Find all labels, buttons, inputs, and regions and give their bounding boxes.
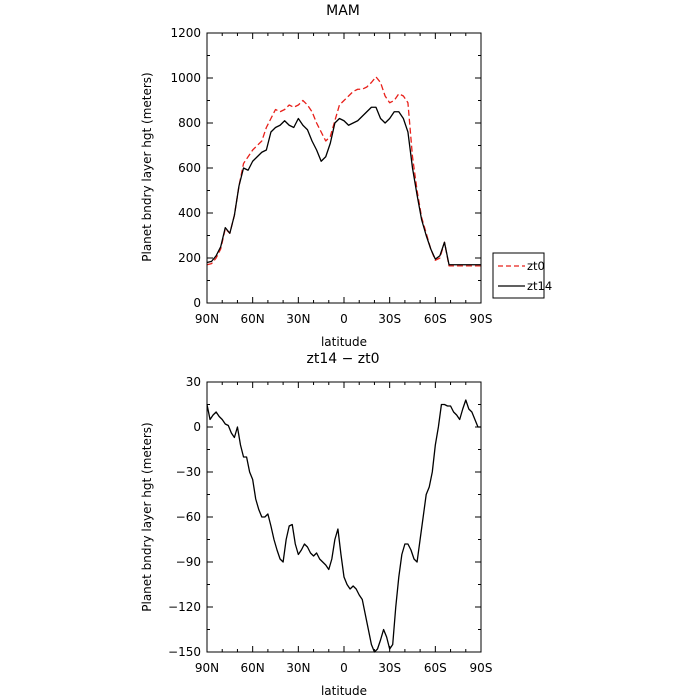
bottom-x-tick-label: 0: [340, 661, 348, 675]
top-y-tick-label: 0: [193, 296, 201, 310]
top-y-axis-label: Planet bndry layer hgt (meters): [140, 72, 154, 262]
bottom-x-axis-label: latitude: [321, 684, 367, 698]
bottom-series-line: [206, 399, 481, 653]
legend-zt14-label: zt14: [527, 279, 552, 293]
top-y-tick-label: 200: [178, 251, 201, 265]
bottom-y-tick-label: −30: [176, 465, 201, 479]
bottom-y-tick-label: 30: [186, 375, 201, 389]
bottom-y-tick-label: 0: [193, 420, 201, 434]
top-chart-title: MAM: [326, 3, 360, 19]
top-panel: MAM 90N 60N 30N 0 30S 60S 90S 0 200 400 600 800 100…: [140, 3, 552, 349]
top-y-axis: 0 200 400 600 800 1000 1200: [170, 26, 481, 310]
top-y-tick-label: 600: [178, 161, 201, 175]
legend-box: [492, 252, 545, 299]
top-x-axis-label: latitude: [321, 335, 367, 349]
bottom-x-tick-label: 30N: [286, 661, 310, 675]
top-series-zt14: [206, 106, 481, 266]
bottom-x-tick-label: 90N: [195, 661, 219, 675]
bottom-x-axis: 90N 60N 30N 0 30S 60S 90S: [195, 382, 493, 675]
top-y-tick-label: 1000: [170, 71, 201, 85]
top-x-tick-label: 30N: [286, 312, 310, 326]
bottom-y-tick-label: −90: [176, 555, 201, 569]
bottom-y-tick-label: −120: [168, 600, 201, 614]
top-series-zt0: [206, 76, 481, 267]
bottom-y-tick-label: −60: [176, 510, 201, 524]
top-x-tick-label: 90S: [470, 312, 493, 326]
bottom-y-axis-label: Planet bndry layer hgt (meters): [140, 422, 154, 612]
top-y-tick-label: 1200: [170, 26, 201, 40]
top-x-tick-label: 30S: [378, 312, 401, 326]
top-x-tick-label: 0: [340, 312, 348, 326]
top-x-axis: 90N 60N 30N 0 30S 60S 90S: [195, 33, 493, 326]
top-x-tick-label: 90N: [195, 312, 219, 326]
top-plot-frame: [206, 32, 482, 304]
top-x-tick-label: 60S: [424, 312, 447, 326]
bottom-plot-area: [206, 399, 481, 653]
bottom-plot-frame: [206, 381, 482, 653]
bottom-x-tick-label: 30S: [378, 661, 401, 675]
bottom-x-tick-label: 60N: [241, 661, 265, 675]
bottom-y-tick-label: −150: [168, 645, 201, 659]
top-y-tick-label: 800: [178, 116, 201, 130]
bottom-y-axis: 30 0 −30 −60 −90 −120 −150: [168, 375, 481, 659]
top-x-tick-label: 60N: [241, 312, 265, 326]
legend-zt0-label: zt0: [527, 259, 545, 273]
top-legend: zt0 zt14: [492, 252, 552, 299]
bottom-x-tick-label: 60S: [424, 661, 447, 675]
top-plot-area: [206, 76, 481, 267]
bottom-panel: zt14 − zt0 90N 60N 30N 0 30S 60S 90S 30 0 −30 −60…: [140, 351, 492, 698]
top-y-tick-label: 400: [178, 206, 201, 220]
bottom-x-tick-label: 90S: [470, 661, 493, 675]
bottom-chart-title: zt14 − zt0: [306, 351, 379, 367]
